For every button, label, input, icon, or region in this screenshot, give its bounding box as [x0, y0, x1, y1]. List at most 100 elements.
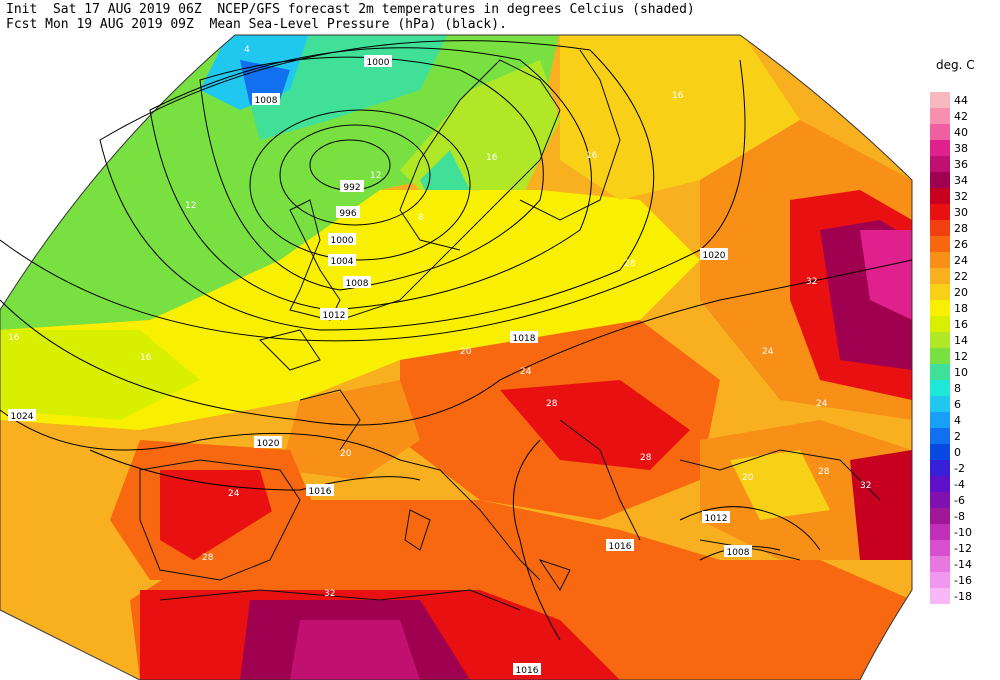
legend-entry: 10 — [930, 364, 990, 380]
isobar-label: 1012 — [702, 511, 730, 524]
legend-swatch — [930, 300, 950, 316]
temp-label: 16 — [8, 333, 20, 343]
legend-swatch — [930, 204, 950, 220]
legend-entry: -2 — [930, 460, 990, 476]
temp-label: 28 — [546, 399, 558, 409]
isobar-label: 1020 — [254, 436, 282, 449]
temp-label: 16 — [586, 151, 598, 161]
isobar-label-text: 1012 — [705, 514, 728, 524]
legend-swatch — [930, 92, 950, 108]
temp-label: 12 — [370, 171, 381, 181]
legend-entry: -10 — [930, 524, 990, 540]
temp-label: 24 — [228, 489, 240, 499]
legend-label: -10 — [954, 526, 972, 539]
legend-swatch — [930, 188, 950, 204]
legend-label: -14 — [954, 558, 972, 571]
isobar-label-text: 992 — [343, 183, 360, 193]
isobar-label-text: 1018 — [513, 334, 536, 344]
chart-title-line-2: Fcst Mon 19 AUG 2019 09Z Mean Sea-Level … — [6, 17, 507, 32]
legend-label: 22 — [954, 270, 968, 283]
legend-label: 36 — [954, 158, 968, 171]
temp-label: 16 — [486, 153, 498, 163]
isobar-label: 1008 — [724, 545, 752, 558]
legend-label: 16 — [954, 318, 968, 331]
legend-label: -16 — [954, 574, 972, 587]
legend-swatch — [930, 524, 950, 540]
isobar-label: 1008 — [252, 93, 280, 106]
temp-label: 32 — [324, 589, 335, 599]
legend-label: 28 — [954, 222, 968, 235]
legend-swatch — [930, 140, 950, 156]
legend-label: 42 — [954, 110, 968, 123]
chart-title-line-1: Init Sat 17 AUG 2019 06Z NCEP/GFS foreca… — [6, 2, 695, 17]
isobar-labels: 1000 1008 992 996 1000 1004 1008 1012 10… — [8, 55, 752, 676]
legend-entry: 34 — [930, 172, 990, 188]
isobar-label: 1008 — [343, 276, 371, 289]
legend-entry: 38 — [930, 140, 990, 156]
legend-entry: -6 — [930, 492, 990, 508]
isobar-label: 1000 — [328, 233, 356, 246]
legend-entry: 26 — [930, 236, 990, 252]
legend-swatch — [930, 572, 950, 588]
legend-swatch — [930, 172, 950, 188]
legend-entry: 8 — [930, 380, 990, 396]
legend-entry: 2 — [930, 428, 990, 444]
isobar-label-text: 1000 — [367, 58, 390, 68]
legend-entry: 4 — [930, 412, 990, 428]
legend-entry: 20 — [930, 284, 990, 300]
legend-entry: 12 — [930, 348, 990, 364]
isobar-label-text: 1020 — [257, 439, 280, 449]
temp-label: 24 — [520, 367, 532, 377]
legend-label: 32 — [954, 190, 968, 203]
legend-label: -12 — [954, 542, 972, 555]
isobar-label: 1012 — [320, 308, 348, 321]
legend-entry: 32 — [930, 188, 990, 204]
legend-label: 26 — [954, 238, 968, 251]
legend-entry: 24 — [930, 252, 990, 268]
legend-label: 30 — [954, 206, 968, 219]
legend-label: 10 — [954, 366, 968, 379]
legend-swatch — [930, 540, 950, 556]
legend-label: 34 — [954, 174, 968, 187]
isobar-label-text: 1020 — [703, 251, 726, 261]
isobar-label: 1004 — [328, 254, 356, 267]
temp-label: 8 — [418, 213, 424, 223]
legend-swatch — [930, 332, 950, 348]
isobar-label-text: 1016 — [609, 542, 632, 552]
legend-entry: 40 — [930, 124, 990, 140]
legend-swatch — [930, 124, 950, 140]
temp-label: 16 — [672, 91, 684, 101]
isobar-label-text: 1008 — [255, 96, 278, 106]
temp-label: 20 — [460, 347, 472, 357]
legend-label: -8 — [954, 510, 965, 523]
isobar-label: 1016 — [306, 484, 334, 497]
legend-swatch — [930, 220, 950, 236]
isobar-label: 1016 — [513, 663, 541, 676]
legend-entry: 22 — [930, 268, 990, 284]
legend-swatch — [930, 588, 950, 604]
legend-swatch — [930, 412, 950, 428]
legend-entry: 14 — [930, 332, 990, 348]
legend-entry: 36 — [930, 156, 990, 172]
legend-label: 40 — [954, 126, 968, 139]
legend-label: 20 — [954, 286, 968, 299]
legend-swatch — [930, 364, 950, 380]
isobar-label: 1024 — [8, 409, 36, 422]
legend-entry: 44 — [930, 92, 990, 108]
legend-swatch — [930, 508, 950, 524]
legend-swatch — [930, 444, 950, 460]
legend-swatch — [930, 252, 950, 268]
map-domain-border — [0, 34, 913, 680]
isobar-label-text: 1008 — [346, 279, 369, 289]
temp-label: 20 — [742, 473, 754, 483]
isobar-label-text: 1016 — [309, 487, 332, 497]
legend-swatch — [930, 316, 950, 332]
legend-label: 38 — [954, 142, 968, 155]
temp-label: 20 — [340, 449, 352, 459]
legend-label: 18 — [954, 302, 968, 315]
legend-swatch — [930, 156, 950, 172]
legend-entry: 0 — [930, 444, 990, 460]
legend-label: 14 — [954, 334, 968, 347]
